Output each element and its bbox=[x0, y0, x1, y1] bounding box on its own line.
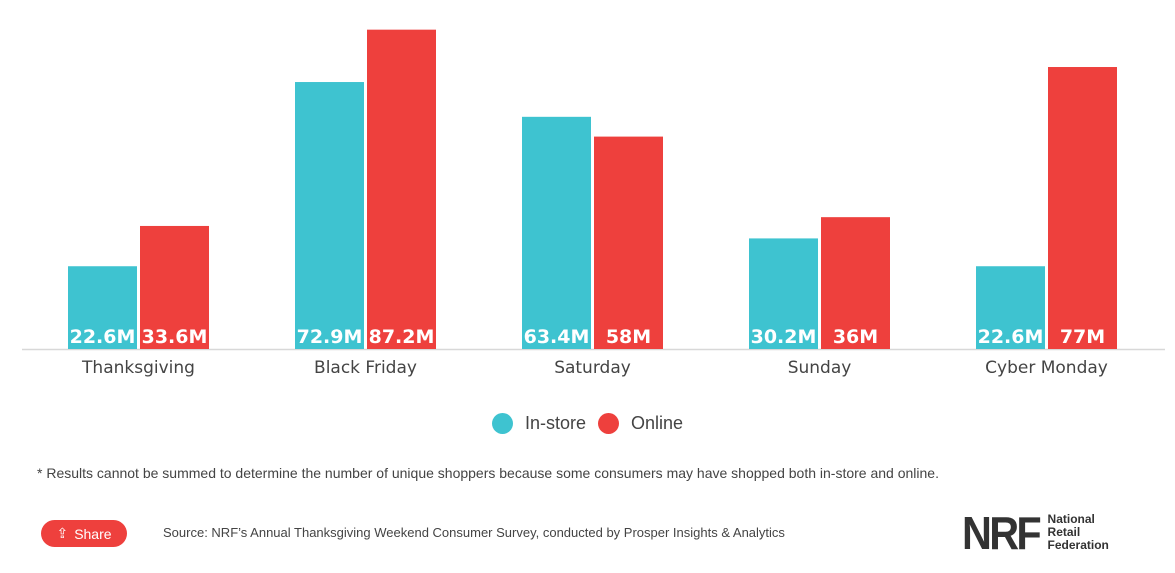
data-label: 77M bbox=[1060, 326, 1105, 348]
legend-label: Online bbox=[631, 413, 684, 433]
x-tick-label: Cyber Monday bbox=[985, 358, 1108, 378]
x-tick-label: Saturday bbox=[554, 358, 631, 378]
bar-online-2[interactable] bbox=[594, 136, 663, 349]
bar-chart: 22.6M 33.6M Thanksgiving 72.9M 87.2M Black Fr… bbox=[22, 29, 1165, 378]
footnote: * Results cannot be summed to determine … bbox=[37, 465, 939, 481]
legend-item-online[interactable]: Online bbox=[598, 413, 683, 434]
bar-in-store-4[interactable] bbox=[976, 266, 1045, 349]
x-tick-label: Black Friday bbox=[314, 358, 417, 378]
bar-online-0[interactable] bbox=[140, 225, 209, 349]
bar-in-store-3[interactable] bbox=[749, 238, 818, 349]
bar-online-4[interactable] bbox=[1048, 67, 1117, 350]
logo-text-line: National bbox=[1047, 512, 1095, 526]
bar-online-1[interactable] bbox=[367, 29, 436, 349]
data-label: 36M bbox=[833, 326, 878, 348]
data-label: 33.6M bbox=[142, 326, 208, 348]
data-label: 58M bbox=[606, 326, 651, 348]
source-text: Source: NRF’s Annual Thanksgiving Weeken… bbox=[163, 525, 785, 540]
share-label: Share bbox=[74, 525, 112, 542]
bar-online-3[interactable] bbox=[821, 217, 890, 349]
legend-item-in-store[interactable]: In-store bbox=[491, 413, 586, 434]
legend-label: In-store bbox=[524, 413, 586, 433]
x-tick-label: Thanksgiving bbox=[81, 358, 195, 378]
in-store-swatch bbox=[491, 413, 513, 434]
data-label: 63.4M bbox=[524, 326, 590, 348]
data-label: 22.6M bbox=[978, 326, 1044, 348]
x-tick-label: Sunday bbox=[788, 358, 852, 378]
nrf-logo: NRF National Retail Federation bbox=[962, 507, 1109, 559]
share-icon: ⇪ bbox=[56, 525, 69, 541]
data-label: 72.9M bbox=[297, 326, 363, 348]
bar-in-store-0[interactable] bbox=[68, 266, 137, 349]
legend: In-store Online bbox=[0, 413, 1175, 434]
logo-text-line: Federation bbox=[1047, 538, 1109, 552]
bar-in-store-1[interactable] bbox=[295, 82, 364, 349]
data-label: 87.2M bbox=[369, 326, 435, 348]
online-swatch bbox=[598, 413, 619, 434]
logo-mark: NRF bbox=[962, 507, 1042, 559]
logo-text-line: Retail bbox=[1047, 525, 1081, 539]
data-label: 30.2M bbox=[751, 326, 817, 348]
share-button[interactable]: ⇪ Share bbox=[41, 520, 127, 547]
logo-text: National Retail Federation bbox=[1048, 513, 1109, 552]
bar-in-store-2[interactable] bbox=[522, 116, 591, 349]
data-label: 22.6M bbox=[70, 326, 136, 348]
